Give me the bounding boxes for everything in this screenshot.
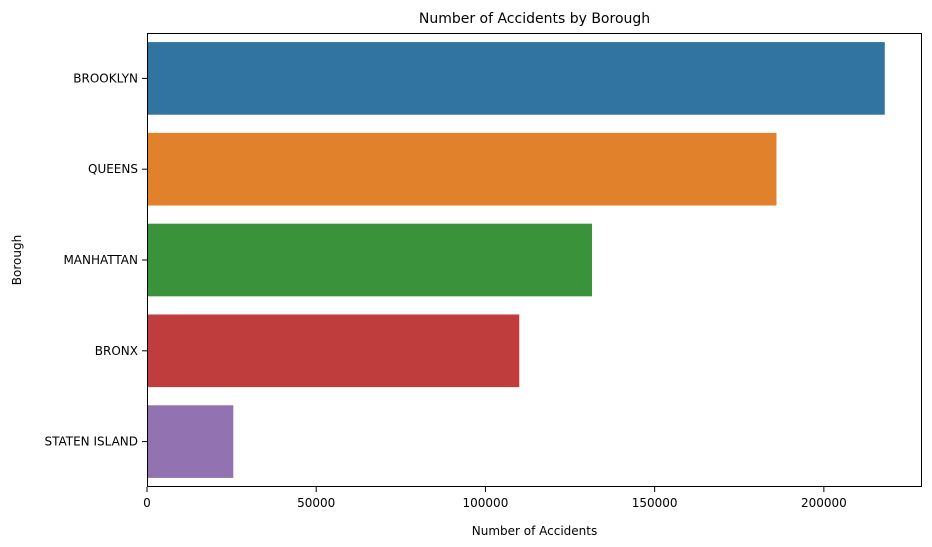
y-tick-label: QUEENS xyxy=(88,162,138,176)
y-axis-label: Borough xyxy=(10,235,24,285)
y-tick-label: BRONX xyxy=(95,344,138,358)
x-tick-label: 0 xyxy=(143,496,151,510)
bars-group xyxy=(147,42,885,478)
bar-staten-island xyxy=(147,405,234,478)
y-tick-label: MANHATTAN xyxy=(63,253,138,267)
x-axis-ticks: 0 50000 100000 150000 200000 xyxy=(143,487,847,510)
chart-title: Number of Accidents by Borough xyxy=(419,11,650,27)
x-tick-label: 150000 xyxy=(632,496,678,510)
bar-manhattan xyxy=(147,223,593,297)
y-axis-ticks: BROOKLYN QUEENS MANHATTAN BRONX STATEN ISLAN… xyxy=(44,71,147,449)
y-tick-label: BROOKLYN xyxy=(73,71,138,85)
x-tick-label: 50000 xyxy=(297,496,335,510)
plot-frame xyxy=(147,33,922,487)
y-tick-label: STATEN ISLAND xyxy=(44,435,138,449)
x-tick-label: 100000 xyxy=(463,496,509,510)
x-tick-label: 200000 xyxy=(801,496,847,510)
bar-brooklyn xyxy=(147,42,885,115)
bar-queens xyxy=(147,132,777,206)
x-axis-label: Number of Accidents xyxy=(472,524,598,538)
bar-bronx xyxy=(147,314,520,388)
